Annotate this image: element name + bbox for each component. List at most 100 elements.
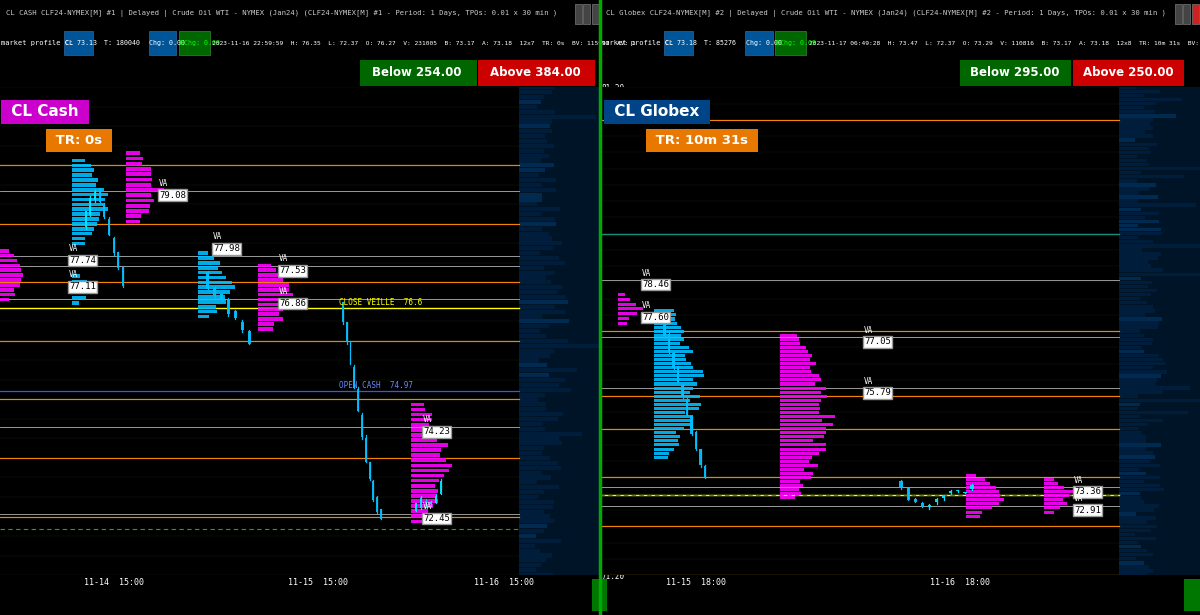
Bar	[0, 273, 23, 277]
Bar	[214, 288, 216, 296]
Bar	[780, 354, 812, 357]
Bar	[377, 497, 378, 512]
Text: 74.23: 74.23	[424, 427, 450, 436]
Bar	[241, 322, 244, 330]
Bar	[1120, 110, 1156, 113]
Text: VA: VA	[214, 232, 222, 242]
Bar	[365, 438, 367, 462]
Bar	[412, 489, 438, 493]
Bar	[654, 448, 674, 451]
Bar	[1073, 60, 1183, 86]
Bar	[682, 385, 684, 397]
Bar	[520, 178, 556, 182]
Bar	[966, 494, 1000, 498]
Bar	[72, 192, 108, 196]
Bar	[520, 544, 535, 548]
Bar	[72, 188, 104, 192]
Bar	[72, 169, 94, 172]
Bar	[198, 305, 216, 309]
Bar	[412, 408, 425, 411]
Text: 73.36: 73.36	[1074, 487, 1100, 496]
Bar	[198, 290, 230, 294]
Bar	[72, 197, 104, 201]
Bar	[179, 31, 210, 55]
Bar	[704, 466, 706, 477]
Bar	[72, 222, 97, 226]
Bar	[966, 506, 991, 509]
Bar	[1120, 130, 1145, 134]
Bar	[780, 448, 826, 451]
Text: VA: VA	[1074, 476, 1084, 485]
Bar	[520, 456, 551, 460]
Text: TR: 0s: TR: 0s	[52, 133, 107, 146]
Bar	[520, 105, 536, 109]
Bar	[780, 464, 818, 467]
Bar	[780, 391, 822, 394]
Bar	[1120, 252, 1162, 256]
Text: 2023-11-16 22:59:59  H: 76.35  L: 72.37  O: 76.27  V: 231005  B: 73.17  A: 73.18: 2023-11-16 22:59:59 H: 76.35 L: 72.37 O:…	[212, 41, 636, 46]
Bar	[1044, 478, 1054, 481]
Bar	[1120, 98, 1182, 101]
Bar	[1044, 498, 1063, 501]
Bar	[780, 476, 811, 479]
Bar	[520, 183, 542, 187]
Bar	[1120, 272, 1200, 276]
Bar	[520, 139, 547, 143]
Text: VA: VA	[158, 179, 168, 188]
Bar	[780, 399, 821, 402]
Bar	[520, 319, 569, 323]
Bar	[412, 423, 430, 427]
Bar	[1120, 573, 1147, 577]
Bar	[520, 217, 554, 221]
Bar	[360, 60, 478, 86]
Bar	[126, 172, 151, 176]
Bar	[1120, 403, 1140, 406]
Bar	[1120, 374, 1162, 378]
Bar	[0, 293, 16, 296]
Bar	[412, 418, 432, 421]
Bar	[780, 346, 806, 349]
Bar	[520, 549, 540, 553]
Bar	[1120, 106, 1144, 109]
Text: DChg: 0.09: DChg: 0.09	[776, 40, 816, 46]
Bar	[126, 215, 142, 218]
Bar	[654, 415, 692, 418]
Bar	[780, 419, 822, 422]
Bar	[520, 442, 562, 445]
Bar	[1120, 138, 1135, 142]
Bar	[520, 134, 545, 138]
Bar	[520, 90, 552, 94]
Bar	[949, 491, 953, 493]
Bar	[1120, 280, 1152, 284]
Bar	[654, 358, 686, 361]
Bar	[780, 358, 810, 361]
Bar	[1044, 494, 1069, 498]
Bar	[520, 197, 542, 202]
Bar	[780, 439, 814, 442]
Text: Above 250.00: Above 250.00	[1082, 66, 1174, 79]
Text: VA: VA	[642, 269, 652, 277]
Bar	[72, 296, 86, 300]
Bar	[520, 100, 541, 104]
Bar	[1120, 325, 1158, 329]
Bar	[72, 227, 95, 231]
Text: 75.79: 75.79	[864, 389, 890, 397]
Text: 78.46: 78.46	[642, 280, 668, 289]
Bar	[108, 219, 110, 235]
Bar	[1120, 415, 1140, 418]
Bar	[198, 276, 226, 279]
Bar	[1120, 557, 1135, 560]
Bar	[780, 484, 803, 487]
Bar	[654, 456, 668, 459]
Bar	[1120, 488, 1164, 491]
Bar	[1120, 151, 1151, 154]
Bar	[520, 495, 539, 499]
Bar	[745, 31, 773, 55]
Bar	[654, 309, 674, 312]
Bar	[520, 378, 565, 382]
Bar	[960, 60, 1072, 86]
Bar	[1120, 146, 1150, 150]
Bar	[654, 378, 694, 381]
Bar	[695, 432, 697, 449]
Bar	[1120, 391, 1163, 394]
